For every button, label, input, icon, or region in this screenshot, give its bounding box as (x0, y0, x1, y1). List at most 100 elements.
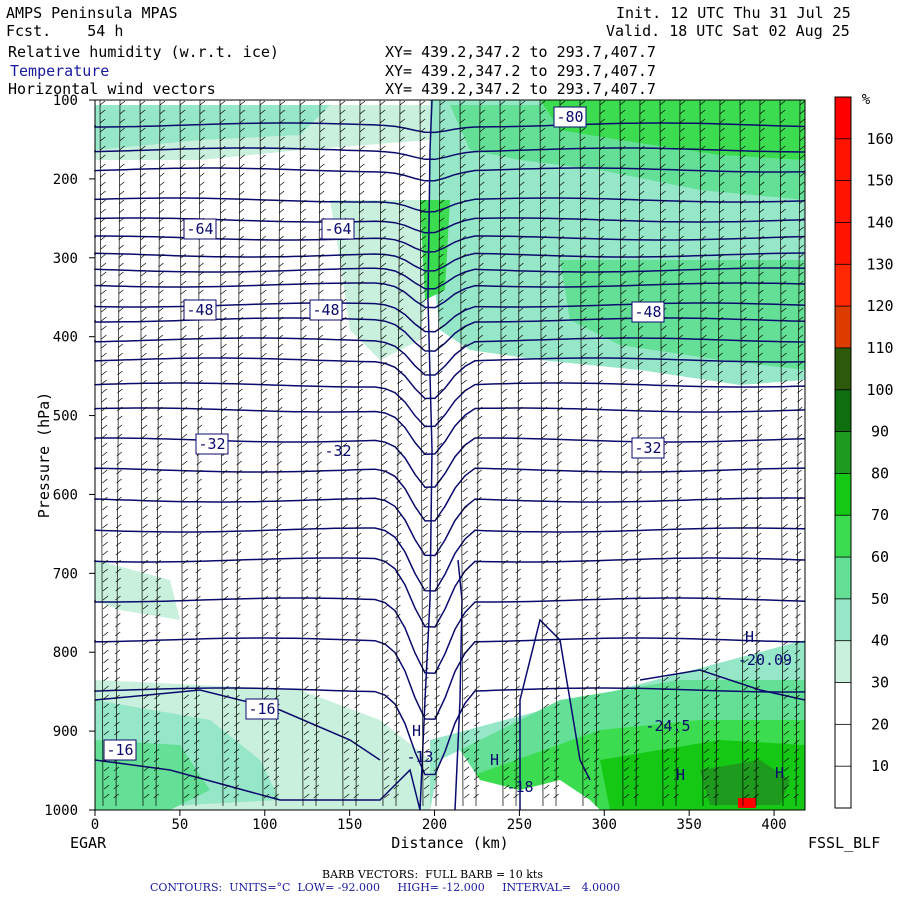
rh-shade-region (738, 798, 756, 808)
contour-label: -18 (506, 778, 533, 796)
colorbar-segment (835, 640, 851, 683)
colorbar-tick-label: 120 (866, 297, 893, 315)
y-axis-label: Pressure (hPa) (35, 392, 53, 518)
wind-barb-column (779, 99, 790, 807)
isotherm-line (94, 557, 806, 628)
wind-barb-column (339, 99, 350, 807)
contour-label-box (309, 299, 343, 321)
contour-label: -48 (634, 303, 661, 321)
isotherm-line (94, 282, 806, 309)
isotherm-line (94, 167, 806, 182)
wind-barb-column (793, 99, 806, 807)
colorbar-tick-label: 70 (871, 506, 889, 524)
x-tick-label: 300 (592, 817, 617, 833)
isotherm-line (94, 357, 806, 400)
wind-barb-column (473, 99, 486, 807)
wind-barb-column (579, 99, 590, 807)
x-axis-label: Distance (km) (391, 834, 508, 852)
x-tick-label: 200 (422, 817, 447, 833)
contour-label-box (183, 218, 217, 240)
contour-label: -20.09 (738, 651, 792, 669)
x-tick-label: 50 (171, 817, 188, 833)
y-tick-label: 100 (53, 93, 78, 109)
isotherm-line (94, 197, 806, 213)
isotherm-line (94, 122, 806, 134)
rh-shade-region (700, 760, 790, 805)
axes: 100 200 300 400 500 600 700 800 900 1000 0 50 100 150… (35, 93, 880, 852)
contour-label: -16 (106, 741, 133, 759)
colorbar-segment (835, 557, 851, 599)
wind-barb-column (673, 99, 686, 807)
isotherm-line (94, 252, 806, 272)
high-marker: H (412, 722, 421, 740)
isotherm-line (94, 689, 381, 761)
rh-shade-region (330, 200, 440, 360)
wind-barb-column (379, 99, 390, 807)
isotherm-line (94, 147, 806, 161)
colorbar-segment (835, 222, 851, 265)
contour-label-box (321, 218, 355, 240)
colorbar-segment (835, 347, 851, 390)
colorbar-frame (834, 96, 852, 809)
isotherm-line (94, 337, 806, 376)
colorbar-segment (835, 682, 851, 725)
isotherm-line (94, 687, 806, 776)
colorbar-tick-label: 100 (866, 381, 893, 399)
y-tick-label: 800 (53, 645, 78, 661)
contour-label: -80 (556, 108, 583, 126)
wind-barb-column (313, 99, 326, 807)
colorbar-tick-label: 130 (866, 255, 893, 273)
field-rh-xy: XY= 439.2,347.2 to 293.7,407.7 (385, 43, 656, 61)
isotherm-line (94, 382, 806, 428)
colorbar-tick-label: 40 (871, 632, 889, 650)
isotherm-line (94, 637, 806, 720)
wind-barb-column (753, 99, 766, 807)
wind-barb-column (113, 99, 126, 807)
high-marker: H (676, 766, 685, 784)
colorbar-segment (835, 473, 851, 516)
colorbar: 10 20 30 40 50 60 70 80 90 100 110 120 130 140 150 160% (834, 92, 894, 809)
wind-barb-column (459, 99, 470, 807)
high-marker: H (775, 764, 784, 782)
y-tick-label: 500 (53, 409, 78, 425)
rh-shade-region (420, 200, 450, 300)
wind-barb-column (659, 99, 670, 807)
colorbar-segment (835, 389, 851, 432)
y-tick-label: 700 (53, 566, 78, 582)
colorbar-segment (835, 306, 851, 348)
wind-barb-column (593, 99, 606, 807)
colorbar-tick-label: 90 (871, 423, 889, 441)
colorbar-segment (835, 724, 851, 767)
contour-label: -32 (324, 442, 351, 460)
isotherm-line (519, 618, 591, 810)
wind-barb-column (179, 99, 190, 807)
temperature-contours (94, 99, 806, 811)
wind-barb-column (539, 99, 550, 807)
isotherm-line (94, 467, 806, 522)
wind-barb-column (713, 99, 726, 807)
contour-label: -24.5 (645, 717, 690, 735)
high-marker: H (745, 628, 754, 646)
contour-label: -48 (186, 301, 213, 319)
isotherm-line (94, 407, 806, 456)
contour-label-box (195, 433, 229, 455)
wind-barb-column (513, 99, 526, 807)
plot-frame (94, 99, 806, 811)
wind-barb-column (259, 99, 270, 807)
rh-shade-region (540, 100, 805, 160)
wind-barb-column (219, 99, 230, 807)
colorbar-tick-label: 50 (871, 590, 889, 608)
rh-shade-region (95, 105, 330, 150)
contour-label-box (183, 299, 217, 321)
wind-barb-column (299, 99, 310, 807)
wind-barb-column (193, 99, 206, 807)
left-endpoint-label: EGAR (70, 834, 107, 852)
contour-label: -48 (312, 301, 339, 319)
wind-barb-column (419, 99, 430, 807)
wind-barb-column (353, 99, 366, 807)
wind-barb-column (433, 99, 446, 807)
wind-barb-column (153, 99, 166, 807)
wind-barb-column (139, 99, 150, 807)
colorbar-tick-label: 10 (871, 757, 889, 775)
